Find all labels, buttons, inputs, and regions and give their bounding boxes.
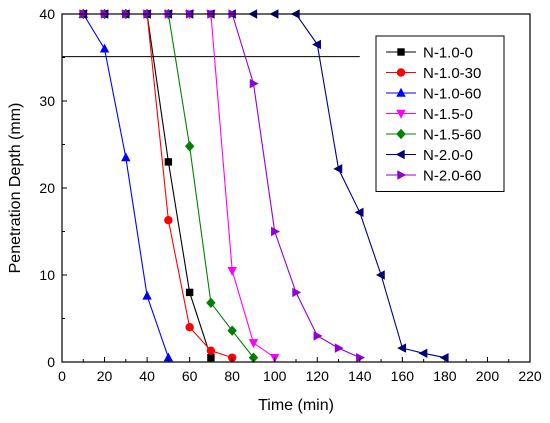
series-line bbox=[83, 13, 254, 358]
legend-marker bbox=[397, 48, 405, 56]
x-tick-label: 160 bbox=[391, 368, 415, 384]
series-line bbox=[83, 13, 276, 359]
data-point bbox=[334, 343, 344, 353]
y-tick-label: 0 bbox=[47, 354, 55, 370]
data-point bbox=[163, 352, 174, 362]
data-point bbox=[184, 141, 195, 152]
y-tick-label: 30 bbox=[39, 93, 55, 109]
x-tick-label: 120 bbox=[306, 368, 330, 384]
data-point bbox=[227, 266, 237, 276]
x-tick-label: 180 bbox=[433, 368, 457, 384]
legend-marker bbox=[396, 109, 406, 119]
data-point bbox=[121, 152, 131, 162]
series-line bbox=[83, 13, 361, 359]
data-point bbox=[142, 290, 152, 300]
legend-label: N-2.0-0 bbox=[423, 147, 473, 164]
x-tick-label: 200 bbox=[476, 368, 500, 384]
data-point bbox=[312, 39, 321, 50]
data-point bbox=[206, 297, 216, 309]
legend-label: N-2.0-60 bbox=[423, 168, 481, 185]
data-point bbox=[207, 353, 215, 362]
legend-label: N-1.0-30 bbox=[423, 65, 481, 82]
data-point bbox=[164, 158, 173, 166]
legend-marker bbox=[395, 149, 405, 160]
data-point bbox=[397, 343, 407, 353]
y-tick-label: 20 bbox=[39, 180, 55, 196]
data-point bbox=[185, 323, 194, 332]
data-point bbox=[439, 352, 449, 363]
legend-marker bbox=[396, 87, 406, 97]
legend-marker bbox=[397, 170, 407, 180]
legend-label: N-1.5-0 bbox=[423, 106, 473, 123]
y-tick-label: 10 bbox=[39, 267, 55, 283]
legend-label: N-1.0-0 bbox=[423, 45, 473, 62]
data-point bbox=[313, 331, 323, 341]
data-point bbox=[248, 339, 259, 349]
data-point bbox=[248, 352, 259, 363]
x-tick-label: 0 bbox=[58, 368, 66, 384]
y-axis-label: Penetration Depth (mm) bbox=[7, 103, 24, 274]
data-point bbox=[375, 270, 385, 280]
legend-marker bbox=[396, 128, 406, 140]
x-tick-label: 20 bbox=[97, 368, 113, 384]
data-point bbox=[356, 352, 366, 363]
data-point bbox=[206, 346, 216, 355]
x-tick-label: 80 bbox=[224, 368, 240, 384]
axis-ticks: 0 20 40 60 80 100 120 140 160 180 200 220 0 10 20 30 40 bbox=[39, 6, 541, 384]
data-point bbox=[164, 215, 173, 225]
series-line bbox=[83, 13, 212, 358]
data-point bbox=[271, 226, 280, 237]
data-point bbox=[418, 348, 428, 358]
data-point bbox=[227, 325, 237, 336]
data-point bbox=[354, 207, 364, 218]
series-line bbox=[82, 13, 169, 358]
data-point bbox=[333, 164, 343, 174]
legend-label: N-1.5-60 bbox=[423, 127, 481, 144]
x-tick-label: 100 bbox=[263, 368, 287, 384]
x-tick-label: 220 bbox=[518, 368, 542, 384]
legend-marker bbox=[396, 68, 406, 77]
x-axis-label: Time (min) bbox=[258, 397, 334, 414]
data-point bbox=[292, 287, 302, 298]
legend: N-1.0-0 N-1.0-30 N-1.0-60 N-1.5-0 N-1.5-60 N-… bbox=[375, 35, 505, 192]
data-point bbox=[249, 78, 259, 89]
data-point bbox=[99, 43, 110, 53]
x-tick-label: 40 bbox=[139, 368, 155, 384]
y-tick-label: 40 bbox=[39, 6, 55, 22]
x-tick-label: 140 bbox=[348, 368, 372, 384]
data-point bbox=[185, 288, 194, 297]
x-tick-label: 60 bbox=[182, 368, 198, 384]
legend-label: N-1.0-60 bbox=[423, 86, 481, 103]
